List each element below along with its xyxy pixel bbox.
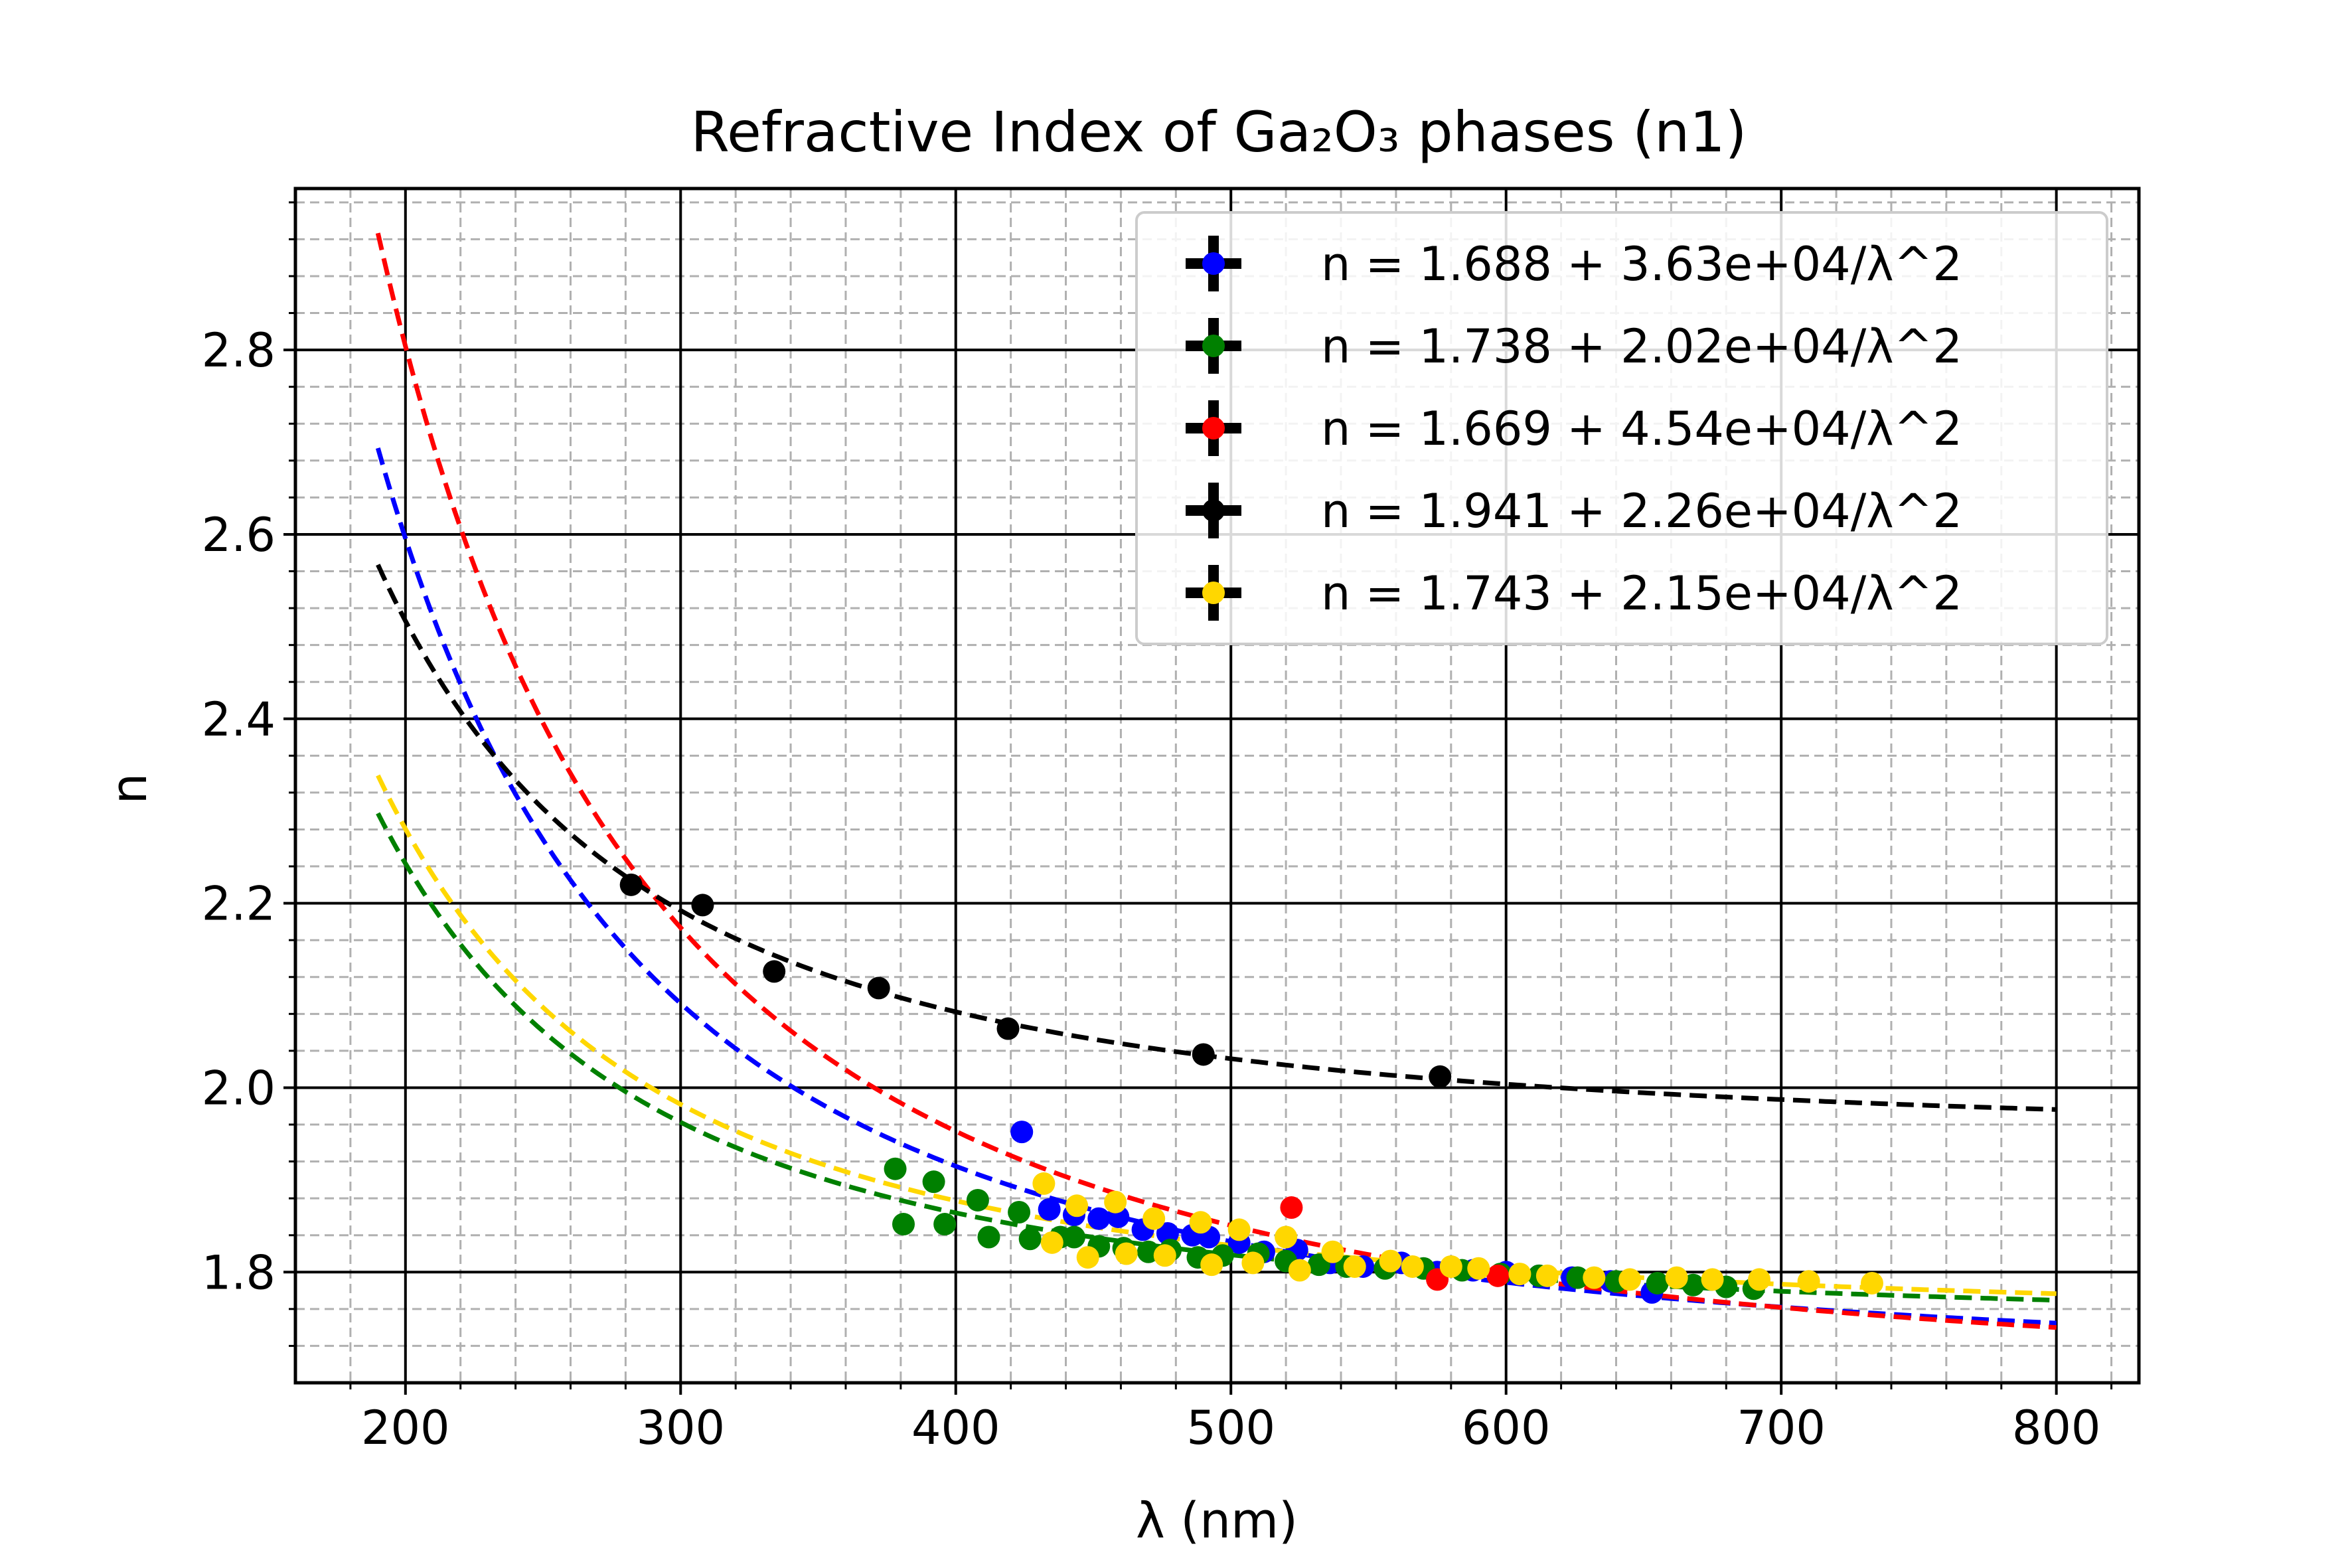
data-point bbox=[1748, 1268, 1771, 1291]
data-point bbox=[1288, 1259, 1311, 1282]
chart-title: Refractive Index of Ga₂O₃ phases (n1) bbox=[691, 100, 1747, 165]
x-tick-label: 200 bbox=[361, 1401, 450, 1455]
y-tick-label: 2.0 bbox=[202, 1061, 275, 1115]
legend-label: n = 1.743 + 2.15e+04/λ^2 bbox=[1321, 566, 1962, 621]
y-tick-labels: 1.8 2.0 2.2 2.4 2.6 2.8 bbox=[202, 323, 275, 1300]
data-point bbox=[1701, 1268, 1724, 1291]
legend-label: n = 1.688 + 3.63e+04/λ^2 bbox=[1321, 237, 1962, 291]
data-point bbox=[1189, 1211, 1212, 1234]
data-point bbox=[1646, 1271, 1669, 1294]
plot-frame bbox=[293, 187, 2141, 1385]
legend-frame bbox=[1135, 211, 2108, 645]
data-point bbox=[977, 1225, 1000, 1249]
data-point bbox=[1429, 1065, 1452, 1088]
x-axis-label: λ (nm) bbox=[1136, 1492, 1298, 1549]
data-point bbox=[1280, 1196, 1303, 1219]
data-point bbox=[996, 1017, 1020, 1040]
data-point bbox=[1156, 1221, 1179, 1245]
data-point bbox=[884, 1157, 907, 1180]
data-point bbox=[922, 1170, 945, 1194]
data-point bbox=[1104, 1190, 1127, 1214]
legend-entries: n = 1.688 + 3.63e+04/λ^2 n = 1.738 + 2.02… bbox=[1186, 236, 1962, 621]
data-points bbox=[619, 873, 1883, 1304]
data-point bbox=[1040, 1231, 1063, 1254]
data-point bbox=[1076, 1246, 1099, 1269]
y-tick-label: 2.4 bbox=[202, 692, 275, 747]
x-tick-label: 400 bbox=[911, 1401, 1000, 1455]
data-point bbox=[1192, 1043, 1215, 1066]
x-tick-label: 600 bbox=[1462, 1401, 1551, 1455]
data-point bbox=[1275, 1225, 1298, 1249]
data-point bbox=[867, 977, 890, 1000]
data-point bbox=[1321, 1240, 1344, 1263]
legend-marker bbox=[1202, 252, 1225, 275]
data-point bbox=[1008, 1201, 1031, 1223]
data-point bbox=[763, 960, 786, 983]
y-tick-label: 1.8 bbox=[202, 1245, 275, 1300]
data-point bbox=[1665, 1266, 1688, 1289]
data-point bbox=[1618, 1268, 1642, 1291]
y-tick-label: 2.2 bbox=[202, 877, 275, 931]
y-tick-label: 2.8 bbox=[202, 323, 275, 378]
legend-marker bbox=[1202, 335, 1225, 357]
data-point bbox=[1379, 1249, 1402, 1273]
data-point bbox=[1010, 1121, 1034, 1144]
legend: n = 1.688 + 3.63e+04/λ^2 n = 1.738 + 2.02… bbox=[1135, 211, 2108, 645]
data-point bbox=[1153, 1244, 1176, 1267]
y-tick-label: 2.6 bbox=[202, 508, 275, 562]
data-point bbox=[1439, 1255, 1462, 1278]
data-point bbox=[1115, 1242, 1138, 1265]
legend-label: n = 1.669 + 4.54e+04/λ^2 bbox=[1321, 402, 1962, 456]
data-point bbox=[1583, 1266, 1606, 1289]
data-point bbox=[1343, 1255, 1366, 1278]
x-tick-label: 300 bbox=[636, 1401, 725, 1455]
data-point bbox=[1062, 1225, 1085, 1249]
x-tick-label: 500 bbox=[1186, 1401, 1275, 1455]
data-point bbox=[1535, 1264, 1559, 1287]
data-point bbox=[1860, 1271, 1883, 1294]
legend-marker bbox=[1202, 417, 1225, 439]
data-point bbox=[966, 1188, 989, 1212]
data-point bbox=[933, 1213, 957, 1236]
x-tick-labels: 200 300 400 500 600 700 800 bbox=[361, 1401, 2100, 1455]
x-tick-label: 700 bbox=[1737, 1401, 1826, 1455]
legend-marker bbox=[1202, 582, 1225, 604]
data-point bbox=[691, 894, 714, 917]
data-point bbox=[1142, 1207, 1166, 1230]
data-point bbox=[1200, 1253, 1223, 1277]
data-point bbox=[1038, 1198, 1061, 1221]
data-point bbox=[619, 873, 643, 896]
fit-curve bbox=[375, 232, 2057, 1330]
data-point bbox=[1486, 1264, 1510, 1287]
data-point bbox=[1018, 1227, 1042, 1251]
legend-label: n = 1.941 + 2.26e+04/λ^2 bbox=[1321, 484, 1962, 538]
x-tick-label: 800 bbox=[2012, 1401, 2101, 1455]
legend-marker bbox=[1202, 499, 1225, 522]
y-axis-label: n bbox=[101, 773, 158, 805]
data-point bbox=[1241, 1251, 1265, 1275]
fit-curve bbox=[376, 564, 2057, 1112]
data-point bbox=[1508, 1263, 1531, 1286]
data-point bbox=[1032, 1172, 1056, 1195]
data-point bbox=[1401, 1255, 1424, 1278]
data-point bbox=[1087, 1207, 1111, 1230]
data-point bbox=[1065, 1194, 1089, 1217]
data-point bbox=[892, 1213, 915, 1236]
data-point bbox=[1797, 1270, 1820, 1293]
axis-ticks bbox=[283, 201, 2113, 1395]
legend-label: n = 1.738 + 2.02e+04/λ^2 bbox=[1321, 319, 1962, 374]
data-point bbox=[1227, 1218, 1251, 1241]
data-point bbox=[1566, 1266, 1589, 1289]
data-point bbox=[1467, 1257, 1490, 1280]
